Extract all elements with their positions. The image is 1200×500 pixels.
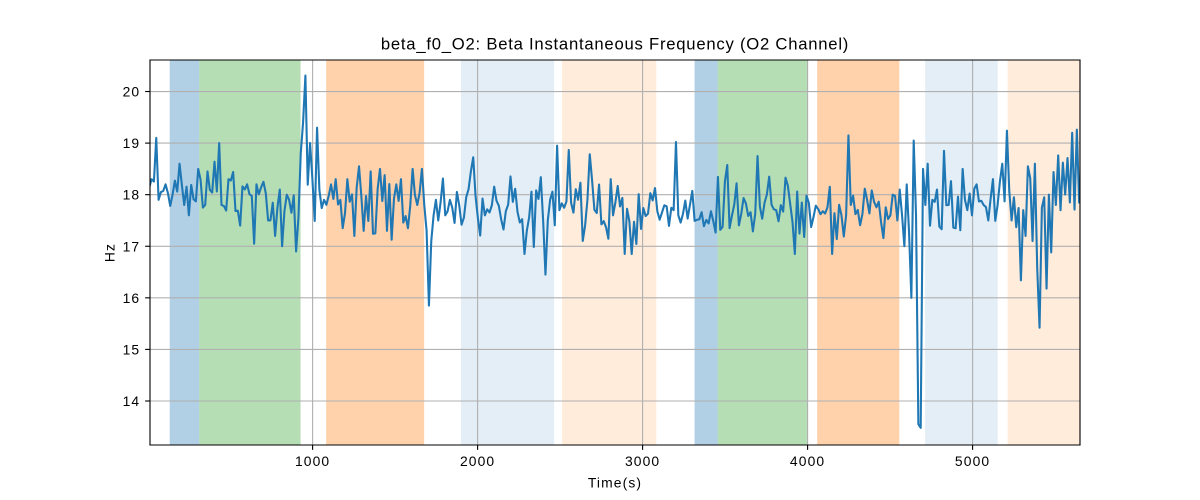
svg-text:4000: 4000	[790, 453, 825, 469]
svg-text:14: 14	[123, 393, 141, 409]
svg-text:1000: 1000	[295, 453, 330, 469]
svg-text:15: 15	[123, 341, 141, 357]
svg-text:19: 19	[123, 135, 141, 151]
svg-text:3000: 3000	[625, 453, 660, 469]
svg-text:Hz: Hz	[101, 243, 117, 262]
svg-text:20: 20	[123, 84, 141, 100]
svg-text:beta_f0_O2: Beta Instantaneous: beta_f0_O2: Beta Instantaneous Frequency…	[381, 35, 849, 54]
svg-text:Time(s): Time(s)	[588, 474, 642, 490]
svg-text:17: 17	[123, 238, 141, 254]
svg-text:2000: 2000	[460, 453, 495, 469]
svg-text:18: 18	[123, 187, 141, 203]
svg-text:16: 16	[123, 290, 141, 306]
svg-text:5000: 5000	[955, 453, 990, 469]
